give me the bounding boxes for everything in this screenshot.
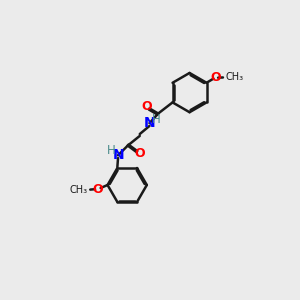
Text: O: O — [210, 71, 220, 84]
Text: H: H — [107, 144, 116, 157]
Text: N: N — [144, 116, 155, 130]
Text: O: O — [92, 183, 103, 196]
Text: N: N — [113, 148, 125, 162]
Text: H: H — [152, 112, 160, 125]
Text: CH₃: CH₃ — [226, 72, 244, 82]
Text: O: O — [134, 147, 145, 161]
Text: CH₃: CH₃ — [69, 185, 88, 195]
Text: O: O — [142, 100, 152, 113]
